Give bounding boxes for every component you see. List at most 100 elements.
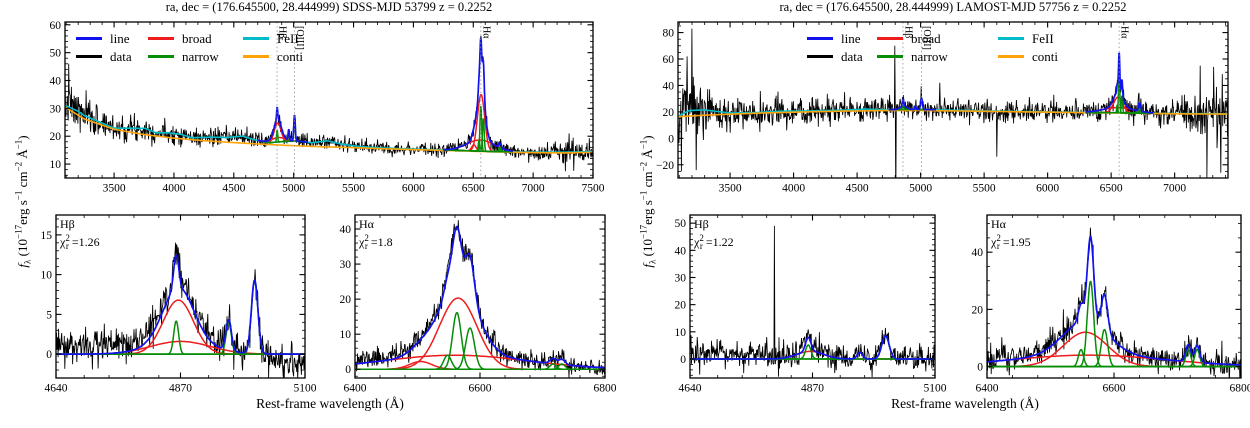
x-tick-label: 6600 bbox=[1103, 383, 1126, 395]
legend-item-line: line bbox=[76, 31, 130, 46]
legend-label-conti: conti bbox=[277, 48, 303, 64]
y-tick-label: 40 bbox=[50, 76, 62, 88]
legend-swatch-narrow bbox=[877, 55, 903, 58]
axes-sdss-halpha: 6400 6600 6800 0 10 20 30 40 bbox=[340, 214, 617, 395]
axes-lamost-halpha: 6400 6600 6800 0 20 40 bbox=[972, 214, 1250, 395]
legend-item-feii: FeII bbox=[998, 31, 1054, 46]
legend-swatch-conti bbox=[998, 55, 1024, 58]
plot-area-sdss-hbeta bbox=[56, 242, 305, 378]
legend-item-broad: broad bbox=[148, 31, 212, 46]
legend-item-data: data bbox=[76, 49, 132, 64]
legend-item-conti: conti bbox=[243, 49, 303, 64]
x-tick-label: 5000 bbox=[282, 183, 305, 195]
axes-sdss-hbeta: 4640 4870 5100 0 5 10 15 bbox=[41, 214, 317, 395]
chi-squared: χ2r =1.95 bbox=[991, 233, 1031, 252]
legend-label-data: data bbox=[841, 48, 863, 64]
y-tick-label: 0 bbox=[680, 354, 686, 366]
legend-label-broad: broad bbox=[182, 30, 212, 46]
plot-area-lamost-hbeta bbox=[690, 225, 935, 378]
legend-swatch-data bbox=[807, 55, 833, 58]
legend-swatch-conti bbox=[243, 55, 269, 58]
x-tick-label: 6500 bbox=[462, 183, 485, 195]
annotation-halpha-lamost: Hα χ2r =1.95 bbox=[991, 217, 1031, 253]
annotation-halpha-sdss: Hα χ2r =1.8 bbox=[359, 217, 393, 253]
line-name: Hβ bbox=[694, 217, 709, 231]
plot-area-sdss-main bbox=[65, 35, 593, 172]
x-axis-label-lamost: Rest-frame wavelength (Å) bbox=[891, 396, 1039, 411]
y-tick-label: 40 bbox=[340, 224, 352, 236]
legend-label-data: data bbox=[110, 48, 132, 64]
y-tick-label: 0 bbox=[668, 133, 674, 145]
y-tick-label: 20 bbox=[663, 107, 675, 119]
axes-box bbox=[677, 21, 1229, 179]
y-tick-label: 60 bbox=[663, 54, 675, 66]
x-tick-label: 4870 bbox=[801, 383, 824, 395]
legend-label-narrow: narrow bbox=[182, 48, 219, 64]
legend-item-line: line bbox=[807, 31, 861, 46]
plot-area-lamost-main bbox=[678, 28, 1228, 178]
x-tick-label: 4640 bbox=[45, 383, 68, 395]
legend-swatch-feii bbox=[998, 37, 1024, 40]
y-tick-label: 20 bbox=[675, 300, 687, 312]
x-tick-label: 4500 bbox=[222, 183, 245, 195]
y-tick-label: 20 bbox=[972, 304, 984, 316]
y-tick-label: 10 bbox=[50, 159, 62, 171]
emission-line-label: [OIII] bbox=[921, 26, 932, 50]
x-tick-label: 7500 bbox=[582, 183, 605, 195]
y-tick-label: 20 bbox=[340, 294, 352, 306]
line-name: Hα bbox=[359, 217, 374, 231]
chi-squared: χ2r =1.26 bbox=[60, 233, 100, 252]
axes-lamost-hbeta: 4640 4870 5100 0 10 20 30 40 50 bbox=[675, 214, 947, 395]
legend-label-narrow: narrow bbox=[911, 48, 948, 64]
x-tick-label: 6000 bbox=[1036, 183, 1059, 195]
legend-swatch-broad bbox=[148, 37, 174, 40]
emission-line-label: Hα bbox=[1119, 26, 1130, 39]
x-tick-label: 4000 bbox=[782, 183, 805, 195]
y-tick-label: 50 bbox=[50, 48, 62, 60]
x-tick-label: 5500 bbox=[973, 183, 996, 195]
x-tick-label: 5500 bbox=[342, 183, 365, 195]
annotation-hbeta-lamost: Hβ χ2r =1.22 bbox=[694, 217, 734, 253]
x-tick-label: 3500 bbox=[103, 183, 126, 195]
emission-line-label: Hβ bbox=[277, 26, 288, 38]
legend-swatch-feii bbox=[243, 37, 269, 40]
x-tick-label: 6800 bbox=[594, 383, 617, 395]
axes-lamost-main: Hβ [OIII] Hα 3500 4000 4500 5000 5500 6000 6500 70… bbox=[656, 21, 1229, 195]
y-tick-label: 40 bbox=[675, 245, 687, 257]
legend-swatch-broad bbox=[877, 37, 903, 40]
y-tick-label: 0 bbox=[977, 362, 983, 374]
y-tick-label: 30 bbox=[675, 272, 687, 284]
legend-label-line: line bbox=[841, 30, 861, 46]
legend-label-line: line bbox=[110, 30, 130, 46]
x-tick-label: 4870 bbox=[169, 383, 192, 395]
legend-label-broad: broad bbox=[911, 30, 941, 46]
legend-swatch-line bbox=[807, 37, 833, 40]
legend-swatch-narrow bbox=[148, 55, 174, 58]
y-tick-label: 20 bbox=[50, 131, 62, 143]
y-tick-label: 10 bbox=[340, 329, 352, 341]
x-tick-label: 6000 bbox=[402, 183, 425, 195]
y-tick-label: 10 bbox=[675, 327, 687, 339]
x-tick-label: 5100 bbox=[294, 383, 317, 395]
x-tick-label: 3500 bbox=[719, 183, 742, 195]
axes-sdss-main: Hβ [OIII] Hα 3500 4000 4500 5000 5500 6000 6500 70… bbox=[50, 20, 605, 195]
y-tick-label: 30 bbox=[340, 259, 352, 271]
x-tick-label: 4640 bbox=[679, 383, 702, 395]
legend-swatch-data bbox=[76, 55, 102, 58]
y-tick-label: 15 bbox=[41, 230, 53, 242]
annotation-hbeta-sdss: Hβ χ2r =1.26 bbox=[60, 217, 100, 253]
legend-item-conti: conti bbox=[998, 49, 1058, 64]
legend-label-feii: FeII bbox=[277, 30, 299, 46]
y-axis-label-sdss: fλ (10−17erg s−1 cm−2 Å−1) bbox=[13, 135, 33, 268]
x-tick-label: 4000 bbox=[162, 183, 185, 195]
chi-squared: χ2r =1.22 bbox=[694, 233, 734, 252]
x-tick-label: 4500 bbox=[846, 183, 869, 195]
x-tick-label: 6600 bbox=[469, 383, 492, 395]
y-tick-label: 60 bbox=[50, 20, 62, 32]
y-tick-label: 10 bbox=[41, 270, 53, 282]
x-tick-label: 6400 bbox=[344, 383, 367, 395]
x-tick-label: 7000 bbox=[1163, 183, 1186, 195]
y-tick-label: 0 bbox=[345, 364, 351, 376]
panel-title-lamost: ra, dec = (176.645500, 28.444999) LAMOST… bbox=[779, 0, 1127, 14]
